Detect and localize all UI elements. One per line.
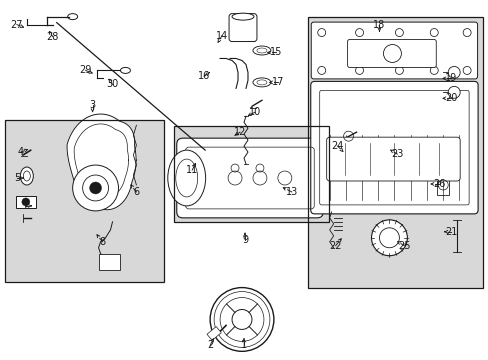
Text: 16: 16 xyxy=(198,71,210,81)
Circle shape xyxy=(210,288,273,351)
Circle shape xyxy=(371,220,407,256)
Circle shape xyxy=(447,67,459,78)
Text: 12: 12 xyxy=(233,127,245,137)
Text: 19: 19 xyxy=(444,73,456,84)
FancyBboxPatch shape xyxy=(310,81,477,214)
Bar xyxy=(16,196,36,208)
Text: 1: 1 xyxy=(241,340,246,350)
Text: 24: 24 xyxy=(331,141,343,151)
Text: 2: 2 xyxy=(206,340,213,350)
Text: 30: 30 xyxy=(106,79,119,89)
Bar xyxy=(174,126,328,222)
FancyBboxPatch shape xyxy=(310,22,477,79)
Text: 23: 23 xyxy=(390,149,403,159)
Ellipse shape xyxy=(20,167,33,185)
Bar xyxy=(174,126,328,222)
Circle shape xyxy=(355,67,363,75)
Ellipse shape xyxy=(252,78,270,87)
Text: 15: 15 xyxy=(269,48,282,58)
Text: 27: 27 xyxy=(11,19,23,30)
Bar xyxy=(5,120,164,282)
Circle shape xyxy=(355,28,363,37)
FancyBboxPatch shape xyxy=(228,14,256,41)
Text: 11: 11 xyxy=(186,165,198,175)
Ellipse shape xyxy=(252,46,270,55)
Circle shape xyxy=(447,86,459,98)
Circle shape xyxy=(22,198,30,206)
Circle shape xyxy=(89,182,102,194)
Text: 26: 26 xyxy=(432,179,445,189)
FancyBboxPatch shape xyxy=(347,40,435,67)
Circle shape xyxy=(462,28,470,37)
Text: 6: 6 xyxy=(133,187,139,197)
Text: 28: 28 xyxy=(46,32,59,41)
Text: 22: 22 xyxy=(329,241,341,251)
Polygon shape xyxy=(67,114,136,210)
Circle shape xyxy=(395,28,403,37)
Ellipse shape xyxy=(232,13,253,20)
Text: 17: 17 xyxy=(271,77,284,87)
FancyBboxPatch shape xyxy=(326,137,459,181)
Text: 14: 14 xyxy=(216,31,228,41)
Circle shape xyxy=(317,67,325,75)
Text: 18: 18 xyxy=(373,19,385,30)
Text: 20: 20 xyxy=(444,93,456,103)
Bar xyxy=(206,327,221,340)
Text: 25: 25 xyxy=(397,241,410,251)
Text: 7: 7 xyxy=(21,201,28,211)
Text: 9: 9 xyxy=(242,235,247,245)
Text: 3: 3 xyxy=(89,100,96,110)
Circle shape xyxy=(429,67,437,75)
Bar xyxy=(436,175,448,195)
Ellipse shape xyxy=(167,150,205,206)
Bar xyxy=(307,17,482,288)
Bar xyxy=(99,254,120,270)
Circle shape xyxy=(73,165,118,211)
Text: 29: 29 xyxy=(79,66,92,76)
Circle shape xyxy=(429,28,437,37)
Circle shape xyxy=(317,28,325,37)
Text: 13: 13 xyxy=(285,187,297,197)
Bar xyxy=(307,17,482,288)
Text: 10: 10 xyxy=(248,107,261,117)
Circle shape xyxy=(232,310,251,329)
Text: 5: 5 xyxy=(14,173,20,183)
Text: 8: 8 xyxy=(99,237,105,247)
FancyBboxPatch shape xyxy=(176,138,323,218)
Bar xyxy=(5,120,164,282)
Circle shape xyxy=(395,67,403,75)
Text: 4: 4 xyxy=(18,147,24,157)
Text: 21: 21 xyxy=(444,227,456,237)
Circle shape xyxy=(462,67,470,75)
